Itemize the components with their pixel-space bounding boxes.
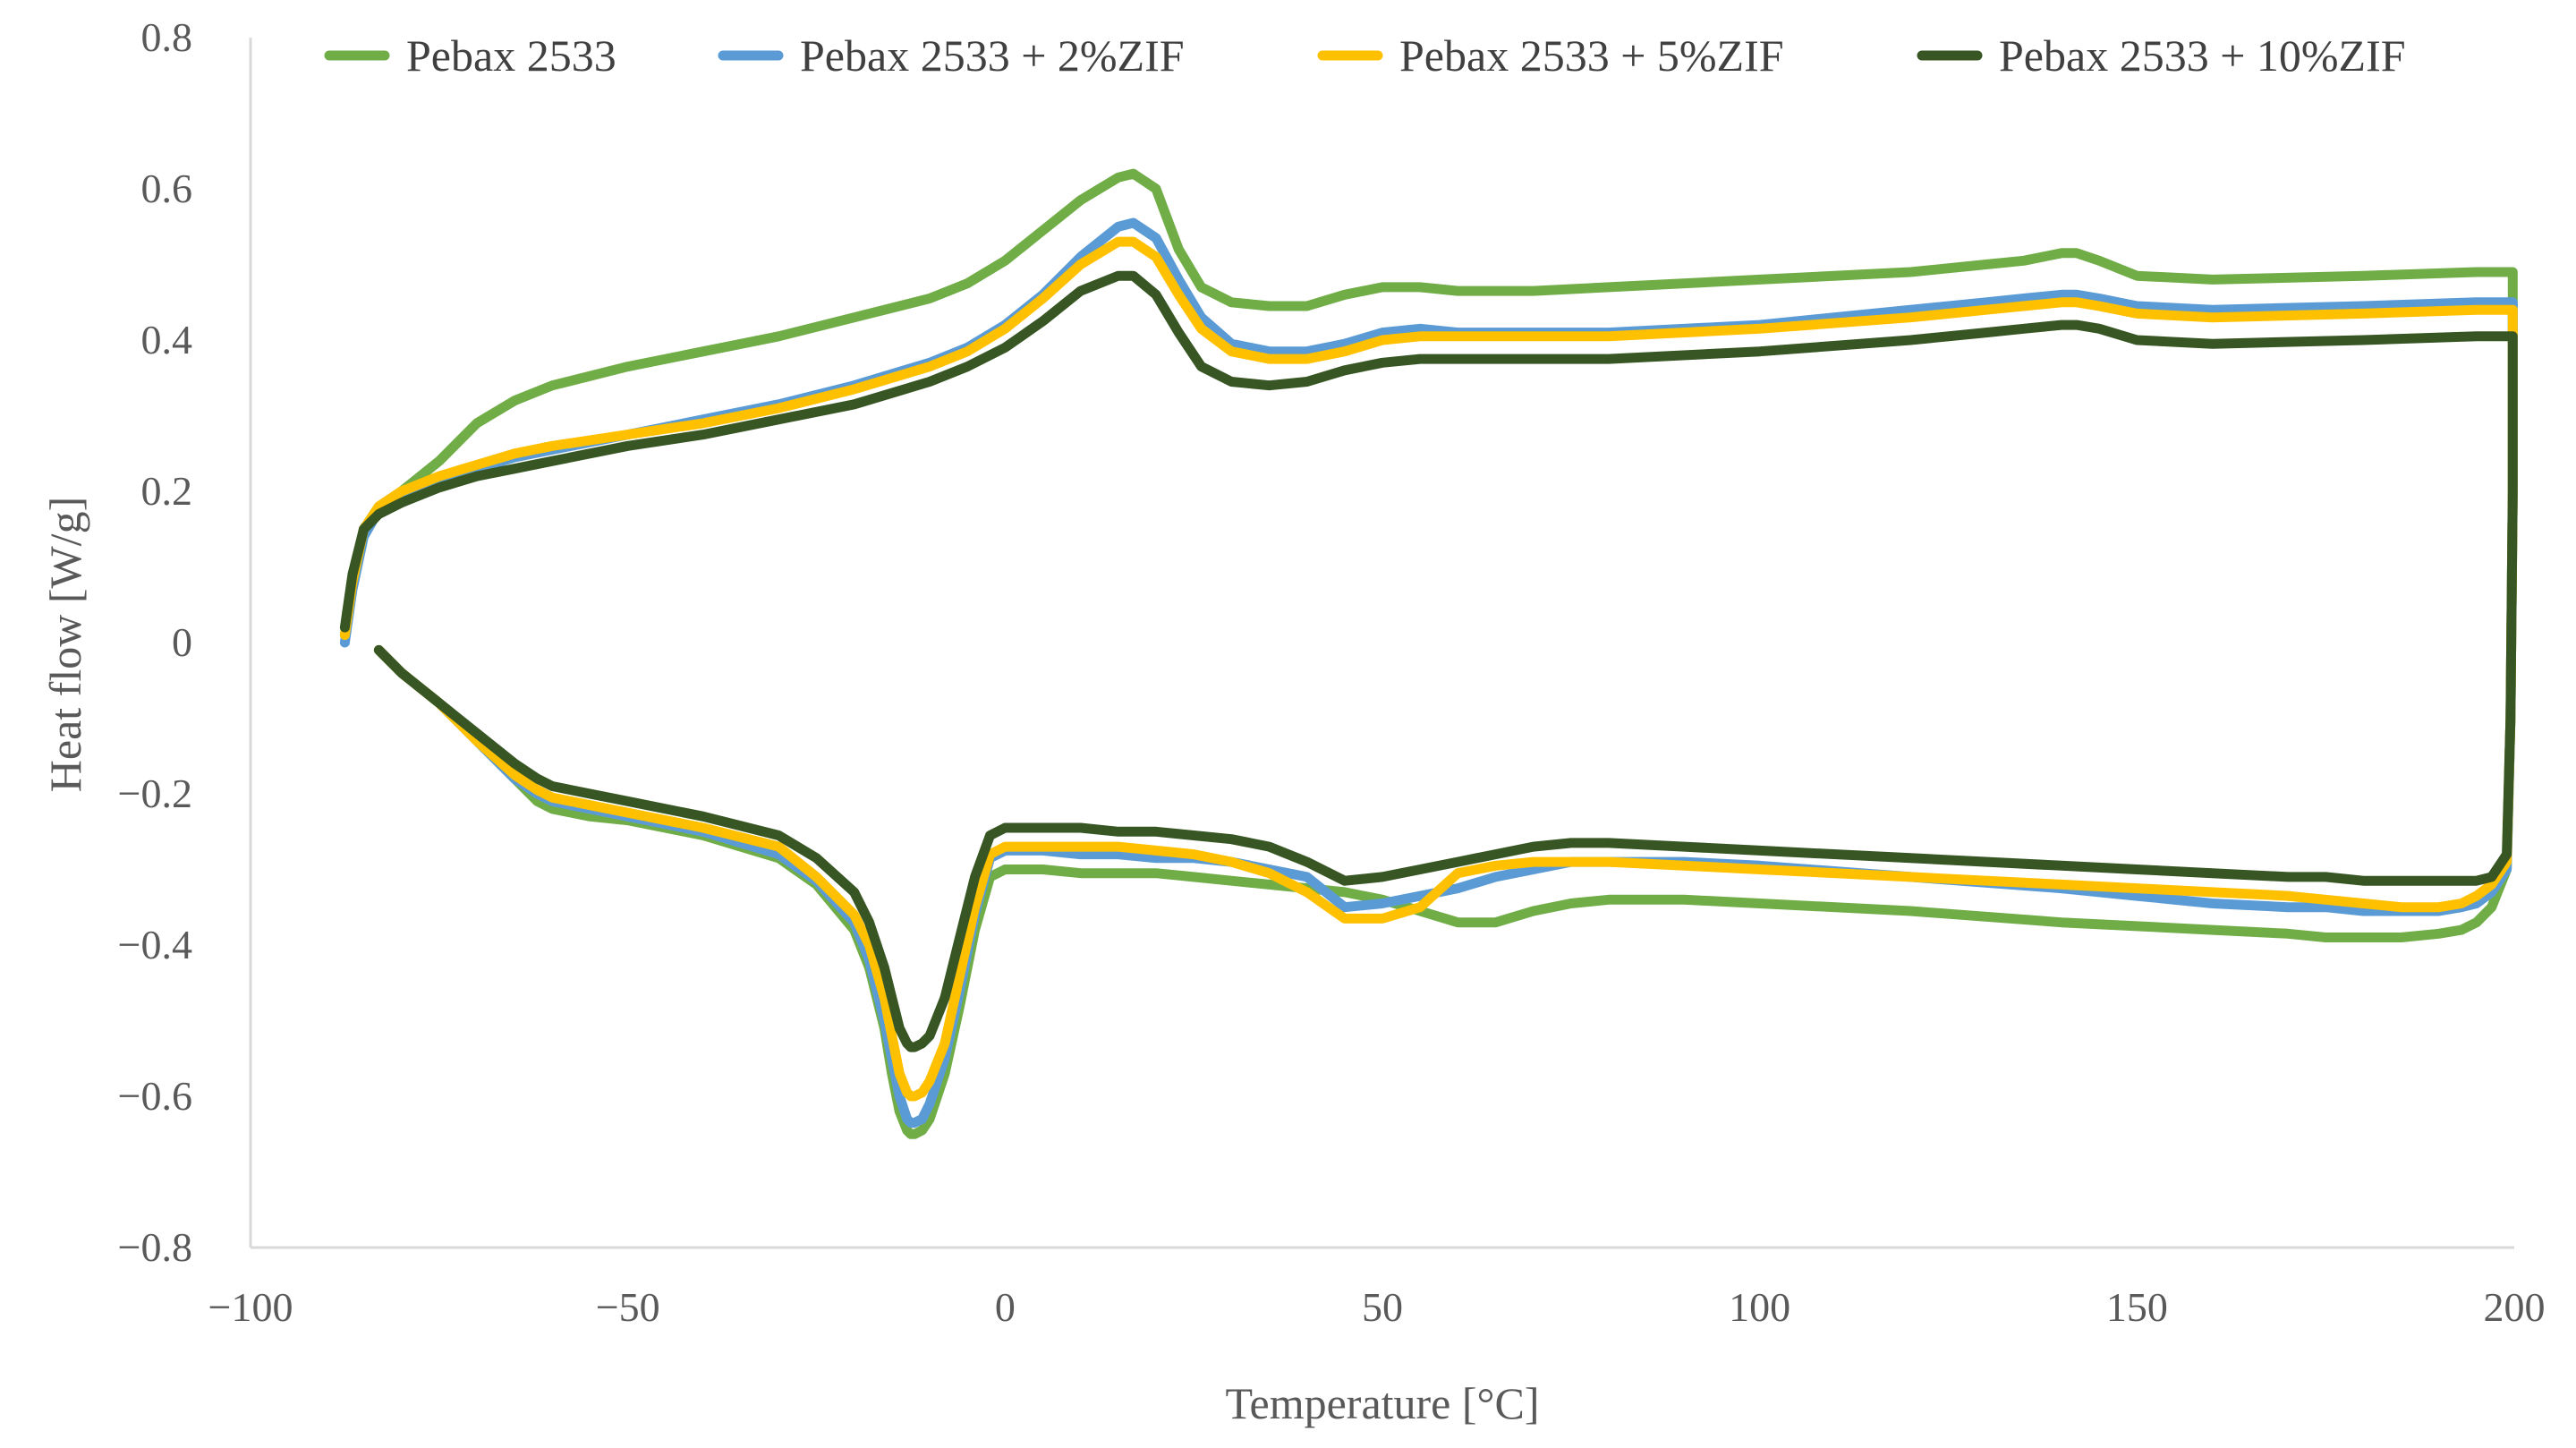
y-tick-labels: 0.8 0.6 0.4 0.2 0 −0.2 −0.4 −0.6 −0.8 [118, 14, 192, 1270]
y-tick-label: −0.8 [118, 1224, 192, 1270]
x-axis-title: Temperature [°C] [1225, 1378, 1539, 1428]
y-tick-label: −0.2 [118, 771, 192, 816]
y-tick-label: 0 [172, 619, 192, 665]
series-line-1 [339, 168, 2518, 1139]
y-axis-title: Heat flow [W/g] [40, 497, 90, 792]
y-tick-label: 0.2 [141, 468, 193, 514]
series-layer [339, 168, 2518, 1139]
series-line-3 [339, 236, 2518, 1102]
x-tick-label: 150 [2106, 1284, 2168, 1330]
plot-area [249, 38, 2514, 1249]
x-tick-label: 200 [2484, 1284, 2546, 1330]
x-tick-label: 100 [1729, 1284, 1790, 1330]
x-tick-label: 0 [995, 1284, 1016, 1330]
series-line-2 [339, 217, 2518, 1129]
series-line-4 [339, 270, 2518, 1052]
y-tick-label: −0.4 [118, 922, 192, 967]
legend: Pebax 2533 Pebax 2533 + 2%ZIF Pebax 2533 +… [324, 30, 2406, 81]
legend-label-2: Pebax 2533 + 2%ZIF [800, 30, 1185, 81]
y-tick-label: 0.8 [141, 14, 193, 60]
x-tick-label: −50 [596, 1284, 660, 1330]
x-tick-label: −100 [208, 1284, 293, 1330]
legend-label-4: Pebax 2533 + 10%ZIF [1999, 30, 2406, 81]
legend-label-3: Pebax 2533 + 5%ZIF [1399, 30, 1784, 81]
y-tick-label: 0.4 [141, 317, 193, 362]
y-tick-label: 0.6 [141, 166, 193, 211]
y-tick-label: −0.6 [118, 1073, 192, 1119]
x-tick-label: 50 [1362, 1284, 1403, 1330]
legend-label-1: Pebax 2533 [406, 30, 616, 81]
x-tick-labels: −100 −50 0 50 100 150 200 [208, 1284, 2546, 1330]
